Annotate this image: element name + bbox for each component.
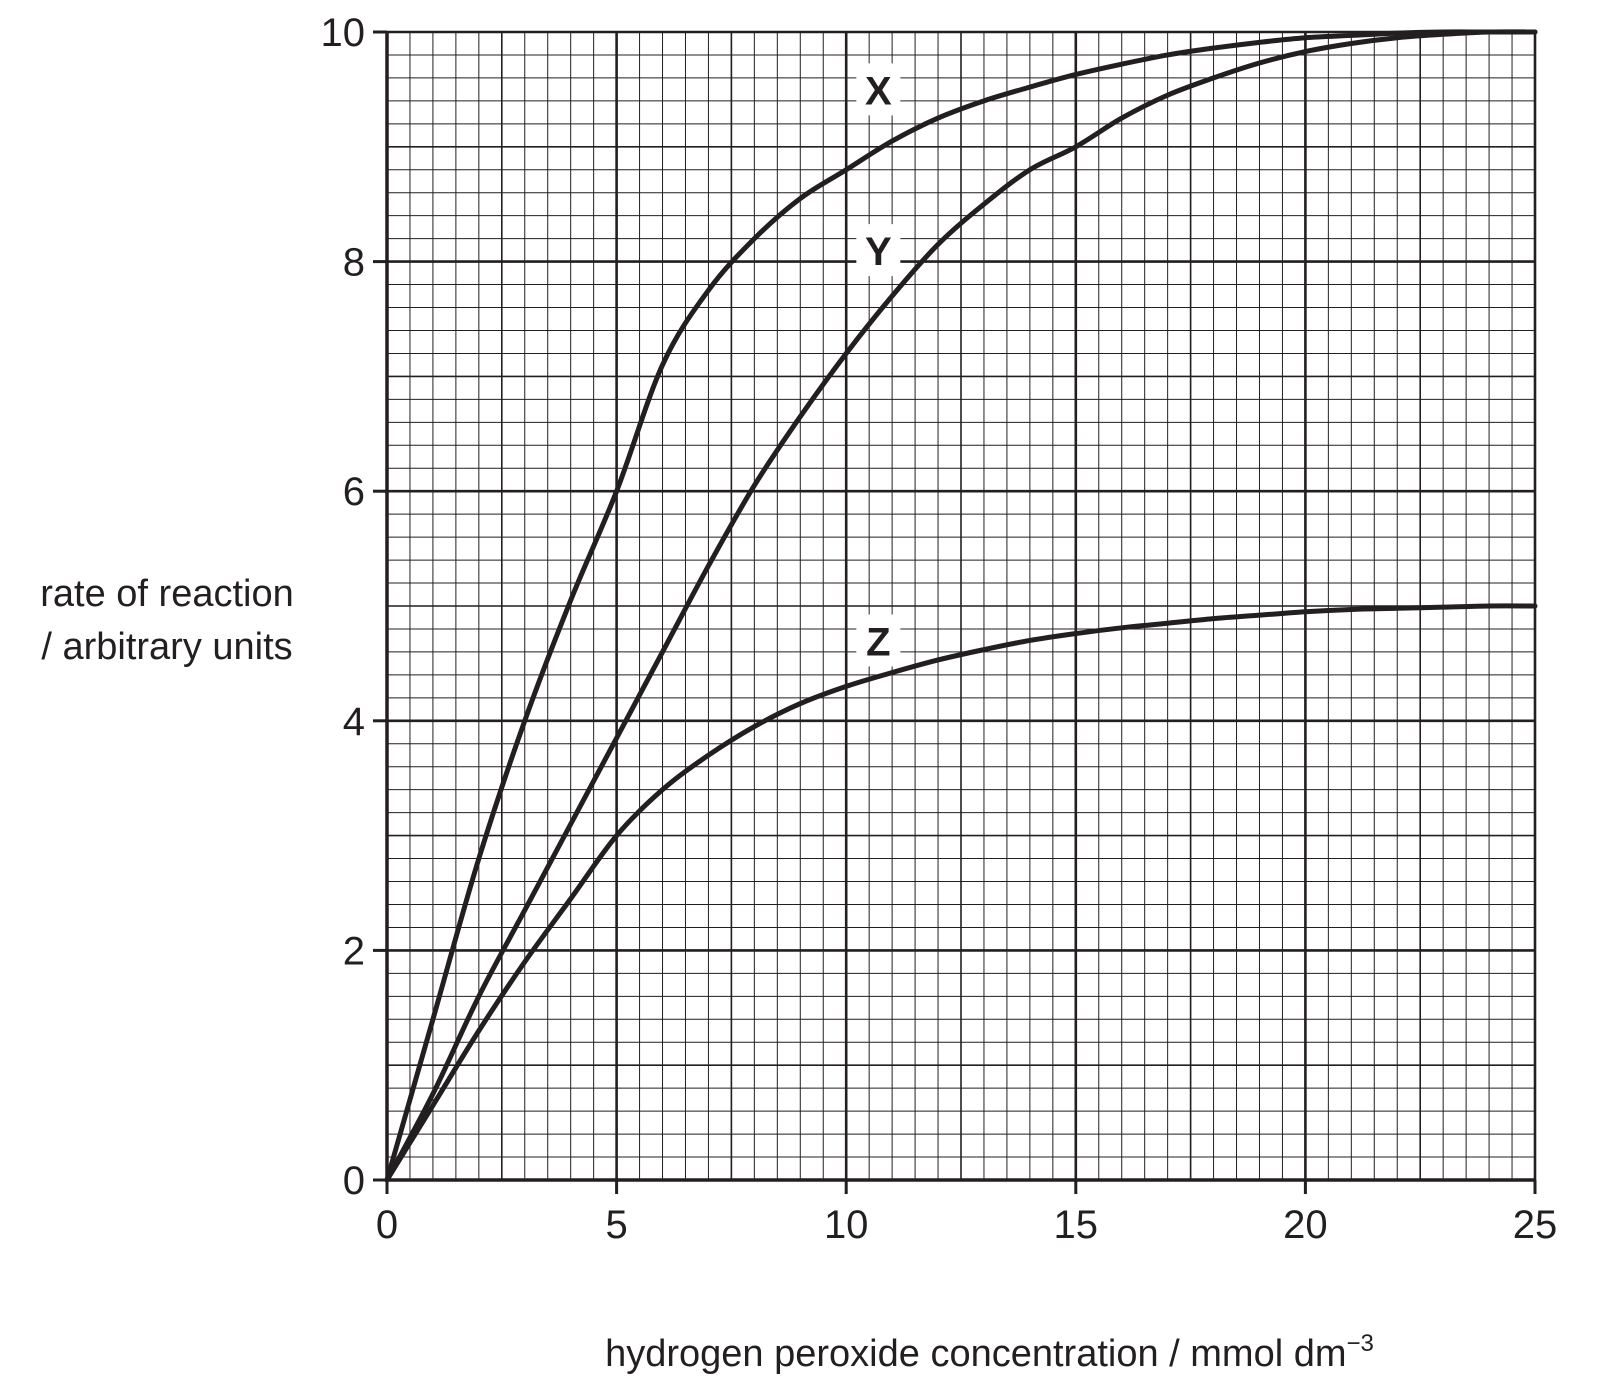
x-tick-label: 25 <box>1513 1203 1558 1247</box>
minor-gridlines <box>387 32 1535 1180</box>
series-line-z <box>384 603 1538 1183</box>
series-labels: X Y Z <box>856 63 901 667</box>
x-tick-label: 20 <box>1283 1203 1328 1247</box>
series-line-y <box>384 29 1538 1183</box>
y-axis-label: rate of reaction / arbitrary units <box>12 568 322 674</box>
y-tick-label: 10 <box>321 11 366 55</box>
y-axis-label-line2: / arbitrary units <box>41 626 293 668</box>
y-tick-label: 8 <box>343 241 365 285</box>
series-label-x: X <box>865 69 892 113</box>
series-label-bg-z <box>856 614 901 667</box>
y-tick-label: 4 <box>343 700 365 744</box>
tick-labels: 0 5 10 15 20 25 0 2 4 6 8 10 <box>321 11 1558 1247</box>
y-tick-label: 2 <box>343 929 365 973</box>
y-tick-label: 6 <box>343 470 365 514</box>
y-axis-label-line1: rate of reaction <box>40 573 294 615</box>
series-label-z: Z <box>866 620 890 664</box>
y-tick-label: 0 <box>343 1159 365 1203</box>
series-label-y: Y <box>865 230 892 274</box>
x-axis-label: hydrogen peroxide concentration / mmol d… <box>0 1330 1615 1376</box>
x-tick-label: 10 <box>824 1203 869 1247</box>
series-label-bg-y <box>856 224 901 277</box>
x-axis-label-exponent: −3 <box>1346 1330 1374 1357</box>
series-label-bg-x <box>856 63 901 116</box>
x-tick-label: 5 <box>605 1203 627 1247</box>
x-tick-label: 15 <box>1054 1203 1099 1247</box>
x-axis-label-text: hydrogen peroxide concentration / mmol d… <box>605 1333 1347 1375</box>
series-lines <box>384 29 1538 1183</box>
axes <box>373 30 1537 1194</box>
x-tick-label: 0 <box>376 1203 398 1247</box>
series-line-x <box>384 29 1538 1183</box>
